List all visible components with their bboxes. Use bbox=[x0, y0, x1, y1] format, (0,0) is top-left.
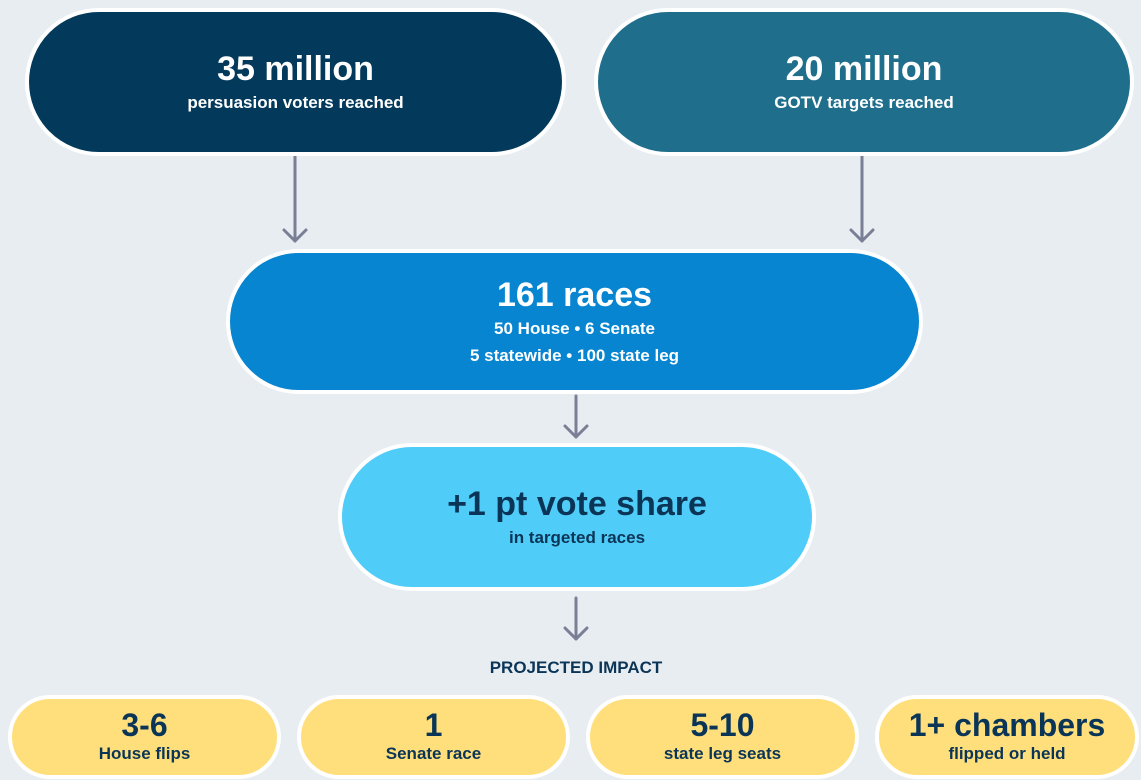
impact-value: 3-6 bbox=[121, 707, 168, 743]
arrow-head bbox=[563, 424, 589, 439]
impact-label: flipped or held bbox=[948, 744, 1066, 763]
arrow-head bbox=[849, 228, 875, 243]
node-title: 20 million bbox=[785, 49, 943, 88]
impact-label: state leg seats bbox=[663, 744, 782, 763]
impact-value: 1 bbox=[424, 707, 443, 743]
node: 35 million persuasion voters reached bbox=[25, 8, 566, 156]
impact-value: 1+ chambers bbox=[908, 707, 1106, 743]
node-title: 161 races bbox=[496, 275, 653, 314]
arrow-head bbox=[282, 228, 308, 243]
impact: 3-6 House flips bbox=[8, 695, 281, 779]
impact-label: Senate race bbox=[385, 744, 482, 763]
node-line: 50 House • 6 Senate bbox=[494, 318, 655, 338]
arrow-head bbox=[563, 626, 589, 641]
node: 161 races 50 House • 6 Senate 5 statewid… bbox=[226, 249, 923, 394]
impact-heading: PROJECTED IMPACT bbox=[489, 658, 663, 677]
impact-value: 5-10 bbox=[690, 707, 755, 743]
impact-label: House flips bbox=[98, 744, 191, 763]
node-line: 5 statewide • 100 state leg bbox=[469, 345, 680, 365]
node-title: 35 million bbox=[217, 49, 374, 88]
node: 20 million GOTV targets reached bbox=[594, 8, 1134, 156]
node-title: +1 pt vote share bbox=[447, 484, 707, 523]
impact: 5-10 state leg seats bbox=[586, 695, 859, 779]
impact: 1+ chambers flipped or held bbox=[875, 695, 1139, 779]
impact: 1 Senate race bbox=[297, 695, 570, 779]
node: +1 pt vote share in targeted races bbox=[338, 443, 816, 591]
node-line: persuasion voters reached bbox=[187, 92, 404, 112]
node-line: in targeted races bbox=[508, 527, 646, 547]
node-line: GOTV targets reached bbox=[774, 92, 954, 112]
